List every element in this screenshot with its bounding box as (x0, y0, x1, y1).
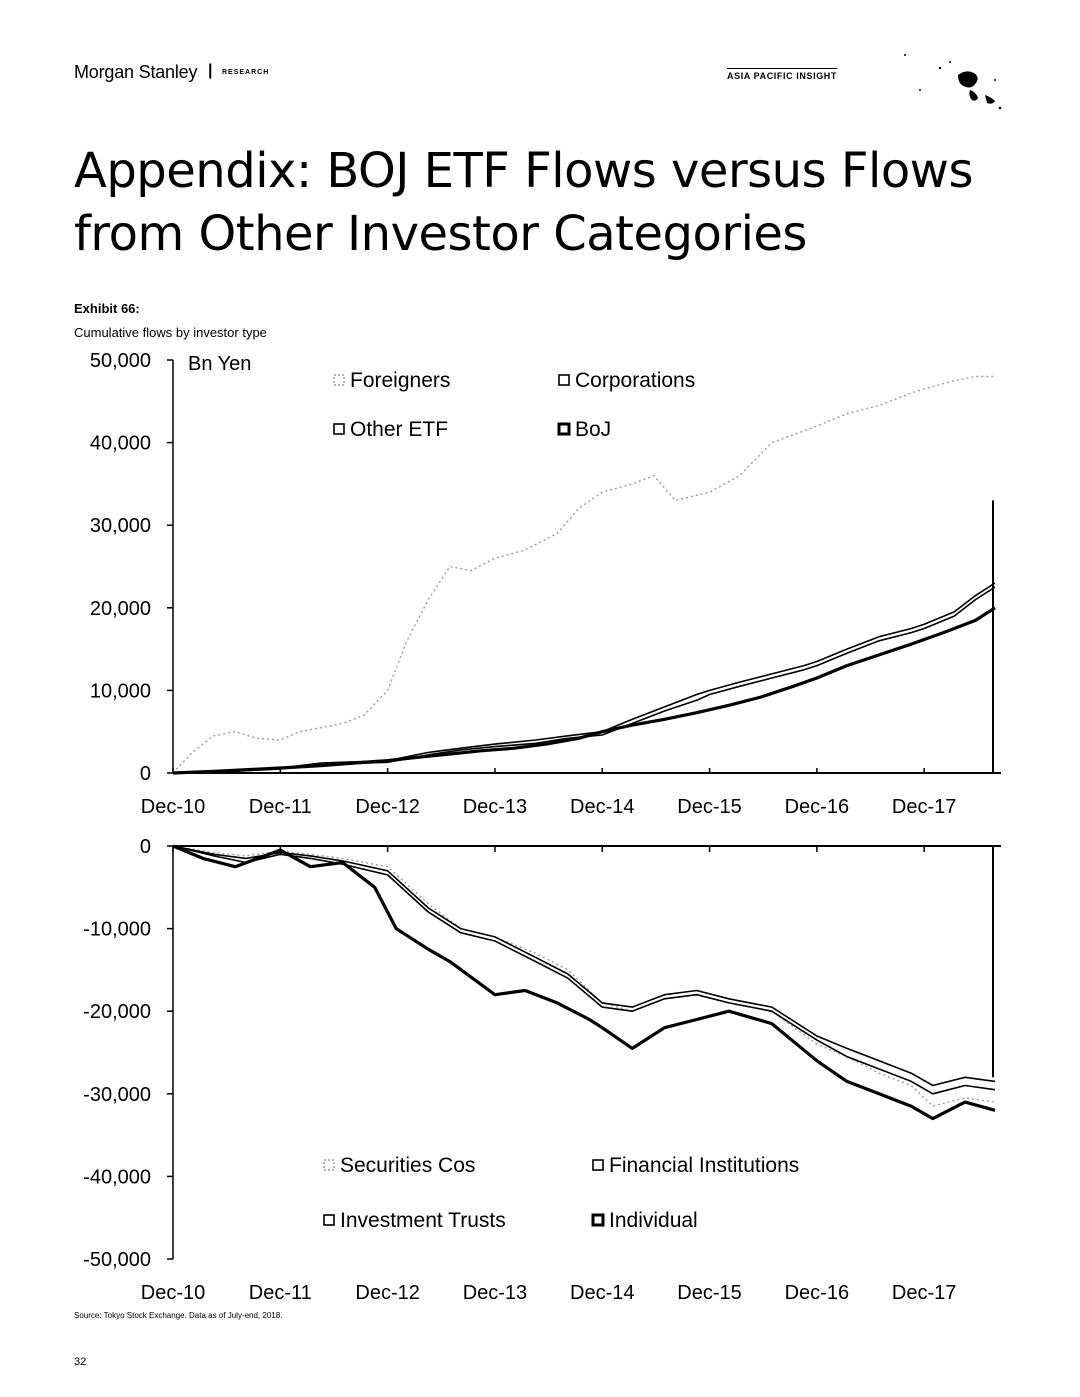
x-tick-label: Dec-14 (570, 1282, 634, 1304)
series-line-investment-trusts (172, 845, 996, 1095)
x-tick-label: Dec-15 (677, 796, 741, 818)
y-tick-label: -10,000 (83, 919, 151, 941)
header-separator: | (208, 62, 213, 79)
y-tick-label: 40,000 (90, 433, 151, 455)
legend-swatch-corporations (558, 374, 570, 386)
series-line-individual (172, 844, 996, 1121)
x-tick-label: Dec-12 (355, 1282, 419, 1304)
y-tick-label: 10,000 (90, 680, 151, 702)
legend-swatch-securities-cos (323, 1159, 335, 1171)
y-tick-label: -20,000 (83, 1001, 151, 1023)
exhibit-subtitle: Cumulative flows by investor type (74, 325, 267, 340)
legend-label-investment-trusts: Investment Trusts (340, 1209, 506, 1232)
header-section-label: RESEARCH (222, 69, 270, 76)
y-tick-label: 20,000 (90, 598, 151, 620)
exhibit-label: Exhibit 66: (74, 301, 140, 316)
y-tick-label: -50,000 (83, 1249, 151, 1271)
x-tick-label: Dec-11 (249, 1282, 312, 1304)
x-tick-label: Dec-16 (785, 1282, 849, 1304)
y-tick-label: -40,000 (83, 1166, 151, 1188)
legend-swatch-financial-institutions (592, 1159, 604, 1171)
series-line-boj (172, 606, 996, 775)
y-tick-label: -30,000 (83, 1084, 151, 1106)
bottom-panel-chart: 0 -10,000 -20,000 -30,000 -40,000 -50,000 Dec-… (83, 836, 1001, 1304)
series-line-corporations (172, 582, 996, 774)
header-series-name: ASIA PACIFIC INSIGHT (727, 68, 838, 81)
legend-swatch-foreigners (333, 374, 345, 386)
unit-label: Bn Yen (188, 353, 251, 375)
morgan-stanley-logo: Morgan Stanley (74, 62, 198, 82)
y-tick-label: 0 (140, 836, 151, 858)
legend-label-financial-institutions: Financial Institutions (609, 1154, 799, 1177)
legend-label-foreigners: Foreigners (350, 369, 450, 392)
x-tick-label: Dec-13 (463, 796, 527, 818)
legend-swatch-investment-trusts (323, 1214, 335, 1226)
x-tick-label: Dec-10 (141, 796, 205, 818)
top-panel-chart: 50,000 40,000 30,000 20,000 10,000 0 Dec-10 Dec… (90, 350, 1001, 818)
source-note: Source: Tokyo Stock Exchange. Data as of… (74, 1311, 283, 1320)
legend-label-boj: BoJ (575, 418, 611, 441)
x-tick-label: Dec-10 (141, 1282, 205, 1304)
legend-swatch-boj (557, 422, 571, 436)
y-tick-label: 30,000 (90, 515, 151, 537)
legend-label-corporations: Corporations (575, 369, 695, 392)
y-tick-label: 0 (140, 763, 151, 785)
page-number: 32 (74, 1356, 87, 1368)
legend-label-securities-cos: Securities Cos (340, 1154, 475, 1177)
page-title: Appendix: BOJ ETF Flows versus Flows fro… (74, 143, 973, 262)
x-tick-label: Dec-11 (249, 796, 312, 818)
series-line-other-etf (172, 586, 996, 774)
series-line-foreigners (172, 375, 995, 774)
x-tick-label: Dec-13 (463, 1282, 527, 1304)
x-tick-label: Dec-12 (355, 796, 419, 818)
x-tick-label: Dec-17 (892, 1282, 956, 1304)
x-tick-label: Dec-16 (785, 796, 849, 818)
series-line-securities-cos (172, 845, 996, 1107)
x-tick-label: Dec-17 (892, 796, 956, 818)
legend-label-other-etf: Other ETF (350, 418, 448, 441)
x-tick-label: Dec-15 (677, 1282, 741, 1304)
legend-label-individual: Individual (609, 1209, 698, 1232)
series-line-financial-institutions (172, 845, 996, 1087)
map-decoration (904, 54, 1002, 110)
x-tick-label: Dec-14 (570, 796, 634, 818)
legend-swatch-other-etf (333, 423, 345, 435)
y-tick-label: 50,000 (90, 350, 151, 372)
asia-pacific-map-icon (904, 54, 1002, 110)
legend-swatch-individual (591, 1213, 605, 1227)
